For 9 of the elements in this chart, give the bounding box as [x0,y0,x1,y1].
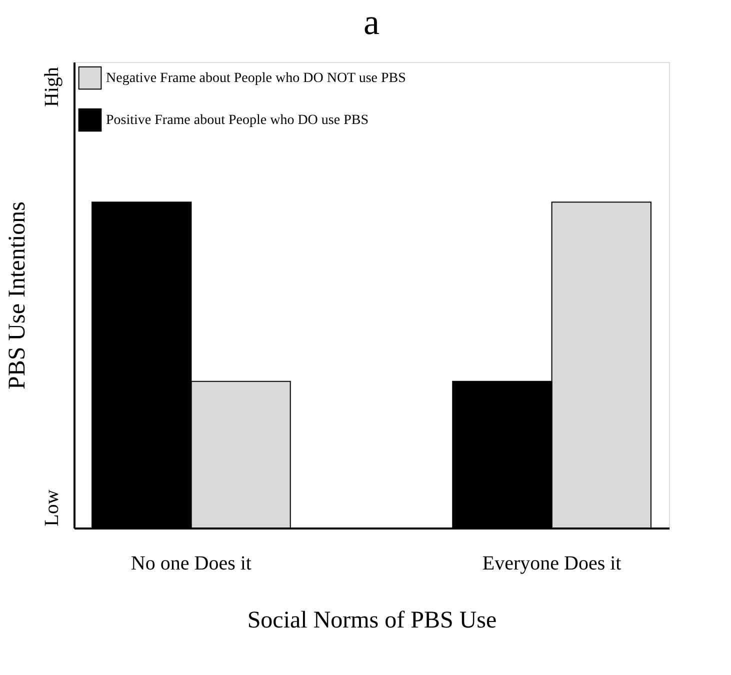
x-tick-label: Everyone Does it [482,552,622,574]
x-axis-title: Social Norms of PBS Use [247,608,497,634]
legend-label: Positive Frame about People who DO use PBS [106,113,368,128]
y-axis-title: PBS Use Intentions [4,201,30,390]
text: High [41,67,63,107]
text: Low [41,489,63,526]
x-tick-label: No one Does it [130,552,252,574]
chart-title: a [364,2,380,42]
legend-label: Negative Frame about People who DO NOT use PBS [106,71,406,86]
